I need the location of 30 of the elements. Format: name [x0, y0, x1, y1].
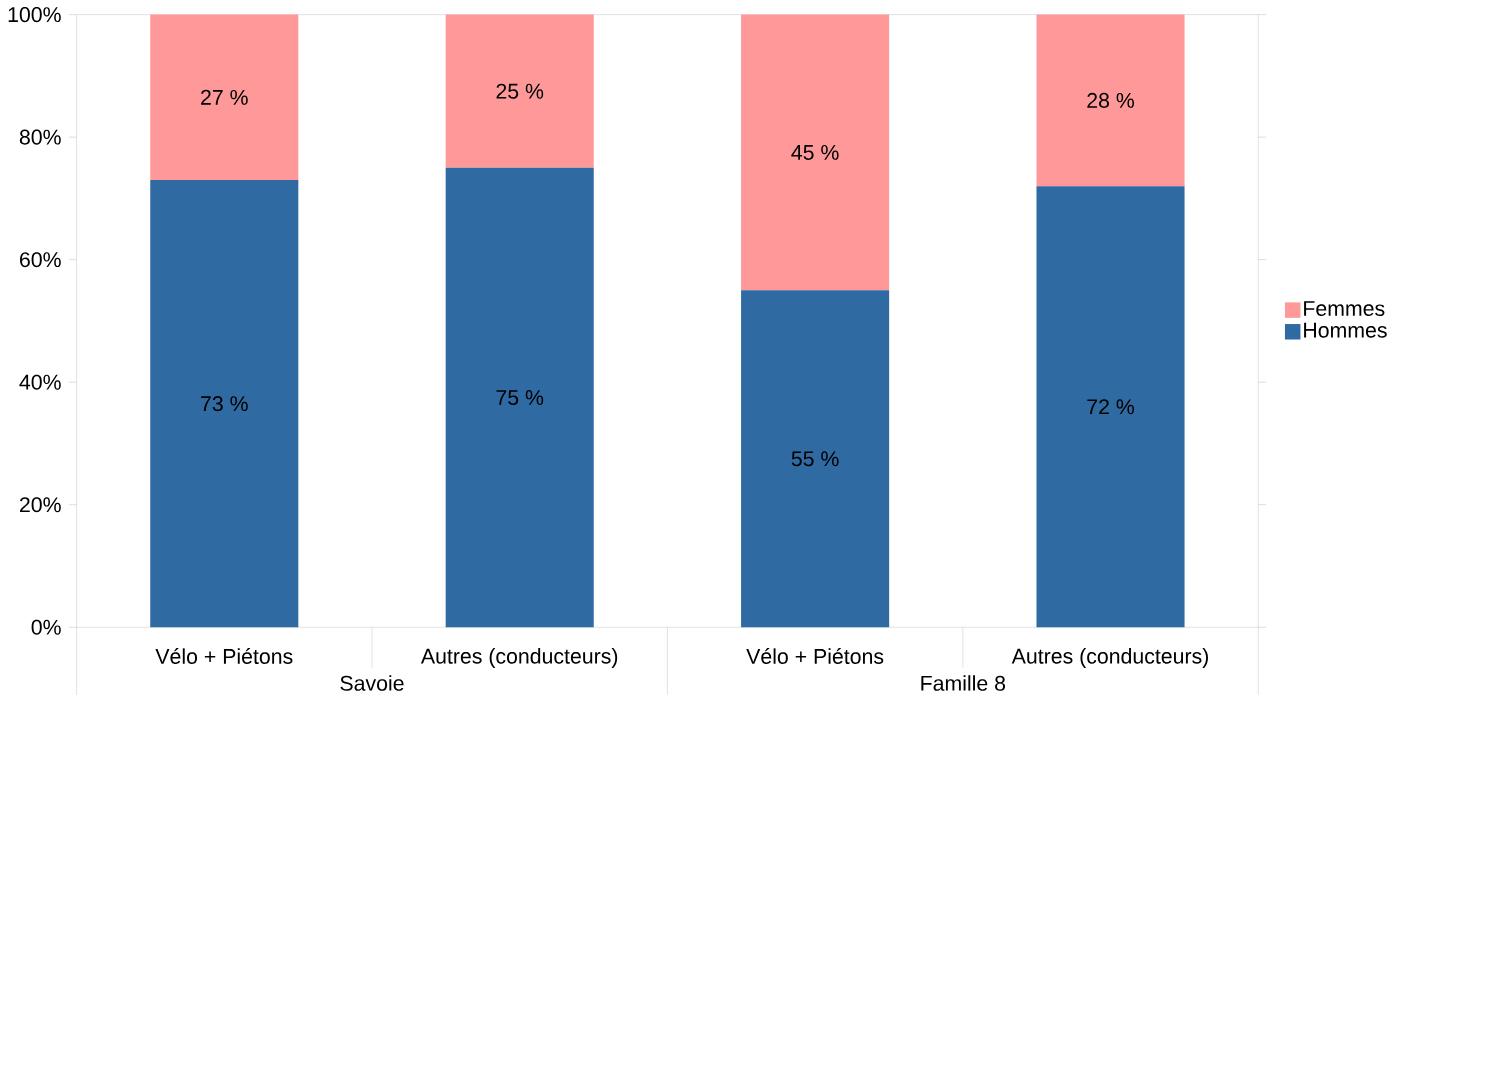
text: Savoie: [340, 675, 404, 692]
bar: [741, 290, 890, 628]
legend-label: Femmes: [1304, 301, 1385, 317]
bar: [445, 14, 594, 168]
bar: [150, 14, 299, 181]
bar: [1036, 14, 1185, 187]
bar: [741, 14, 890, 291]
data-label: 45 %: [791, 145, 839, 161]
data-label: 27 %: [201, 90, 248, 106]
data-label: 72 %: [1087, 399, 1135, 415]
legend-label: Hommes: [1304, 323, 1387, 338]
y-tick-label: 0%: [31, 619, 61, 635]
x-tick-label: Autres (conducteurs): [420, 648, 618, 669]
data-label: 73 %: [201, 396, 248, 412]
text: Famille 8: [921, 675, 1006, 692]
x-tick-label: Vélo + Piétons: [746, 648, 884, 665]
bar: [1036, 186, 1185, 628]
y-tick-label: 80%: [19, 129, 61, 145]
bar: [445, 167, 594, 628]
x-tick-label: Autres (conducteurs): [1011, 648, 1208, 669]
y-tick-label: 20%: [20, 497, 61, 513]
data-label: 55 %: [791, 451, 839, 467]
data-label: 28 %: [1087, 93, 1135, 109]
x-tick-label: Vélo + Piétons: [155, 648, 293, 665]
y-tick-label: 100%: [8, 7, 61, 23]
bar: [150, 180, 299, 628]
y-tick-label: 40%: [19, 374, 61, 390]
data-label: 75 %: [496, 390, 544, 406]
y-tick-label: 60%: [20, 252, 61, 268]
data-label: 25 %: [496, 83, 544, 99]
